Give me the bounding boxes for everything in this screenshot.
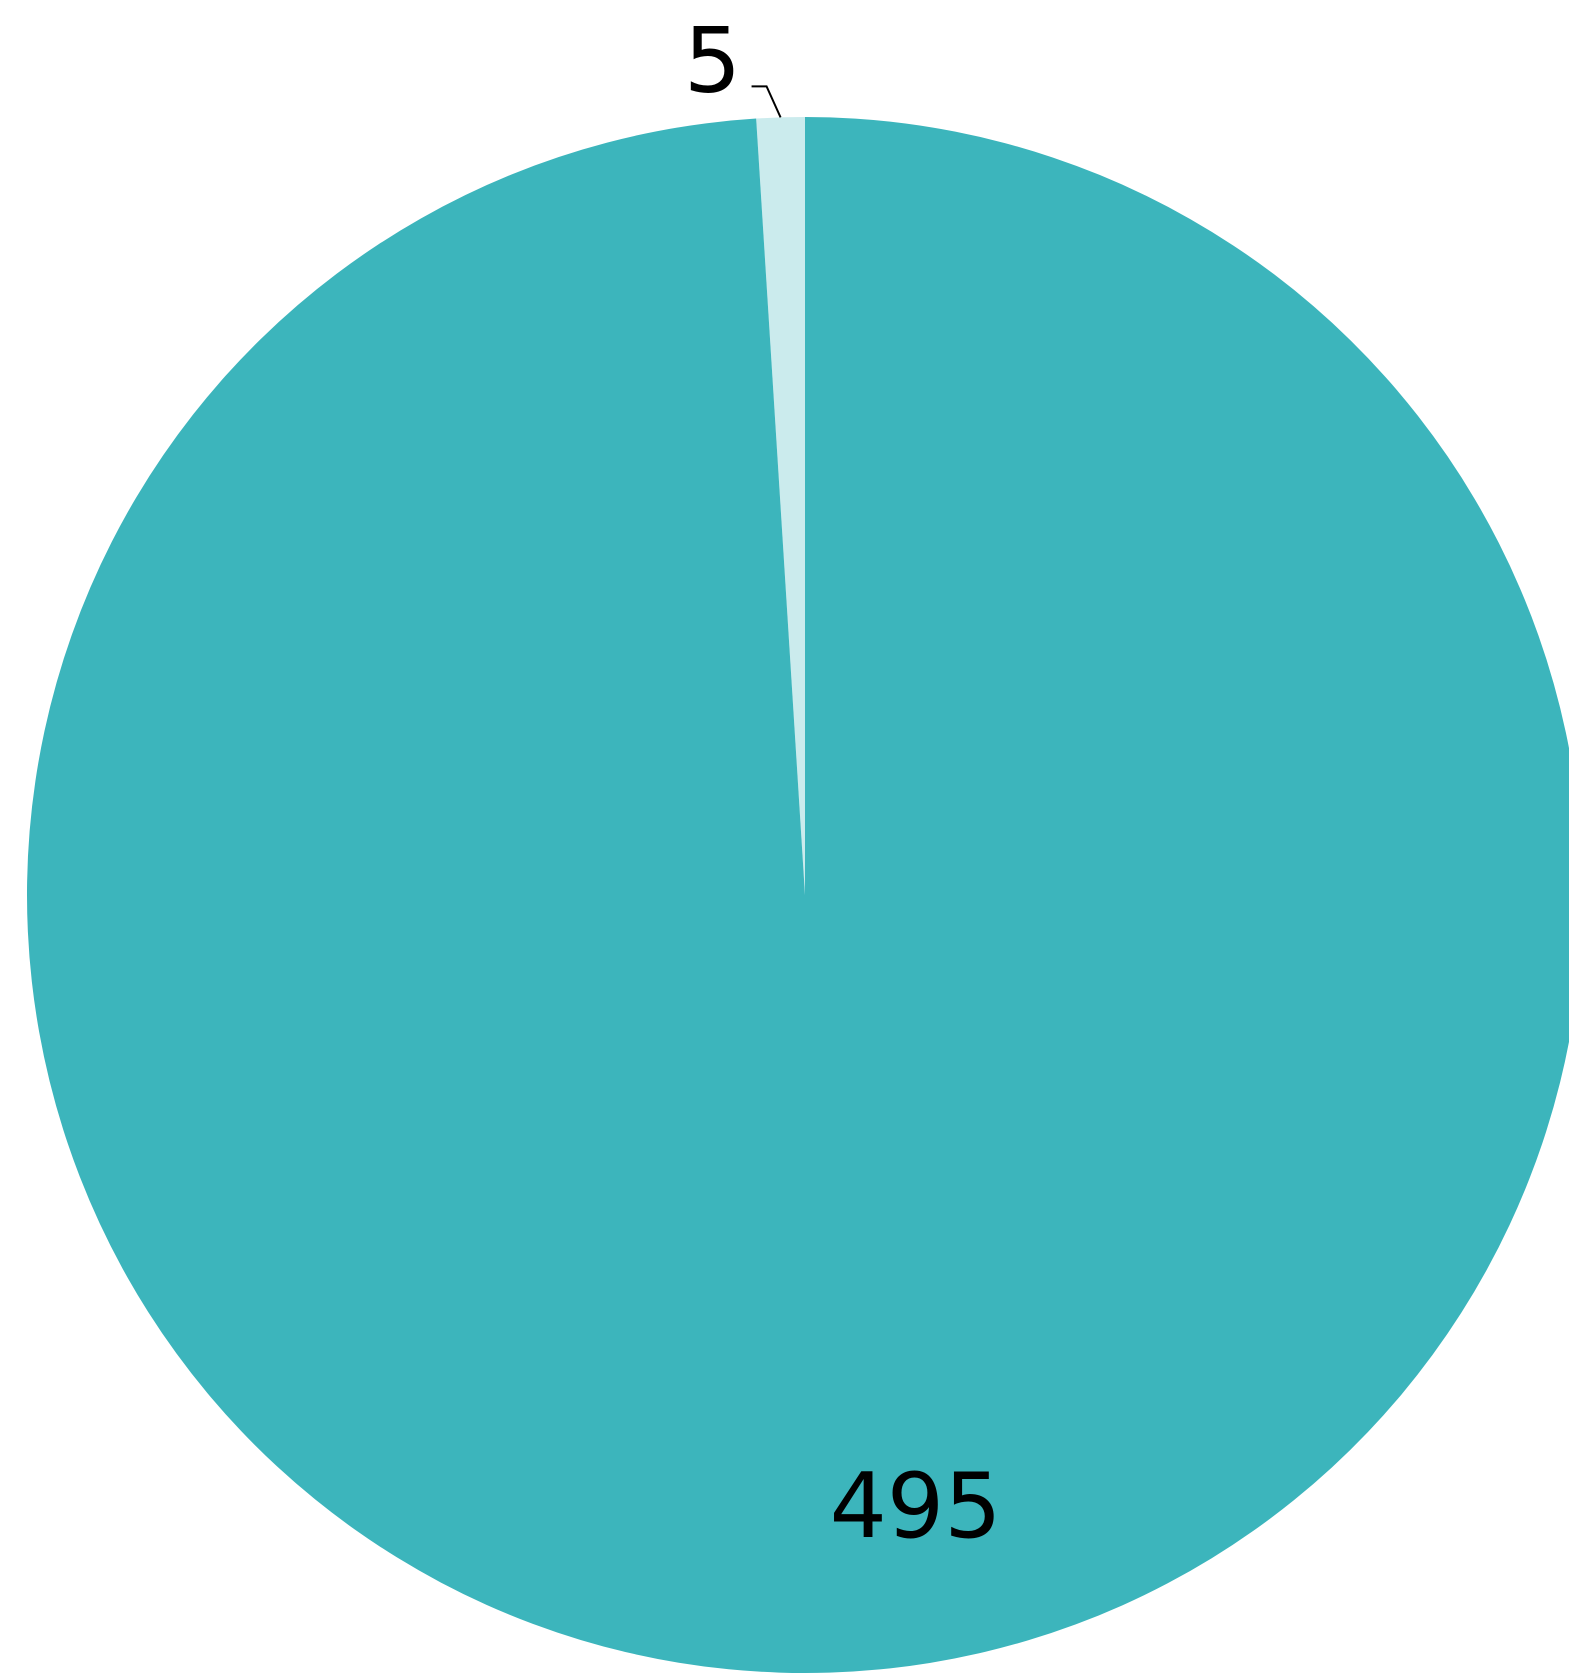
pie-slice-small <box>756 117 805 895</box>
pie-slice-large <box>27 117 1569 1673</box>
leader-line-slice-small <box>751 85 782 118</box>
data-label-slice-small: 5 <box>684 8 741 113</box>
pie-slices <box>27 117 1569 1673</box>
data-label-slice-large: 495 <box>830 1454 1002 1559</box>
